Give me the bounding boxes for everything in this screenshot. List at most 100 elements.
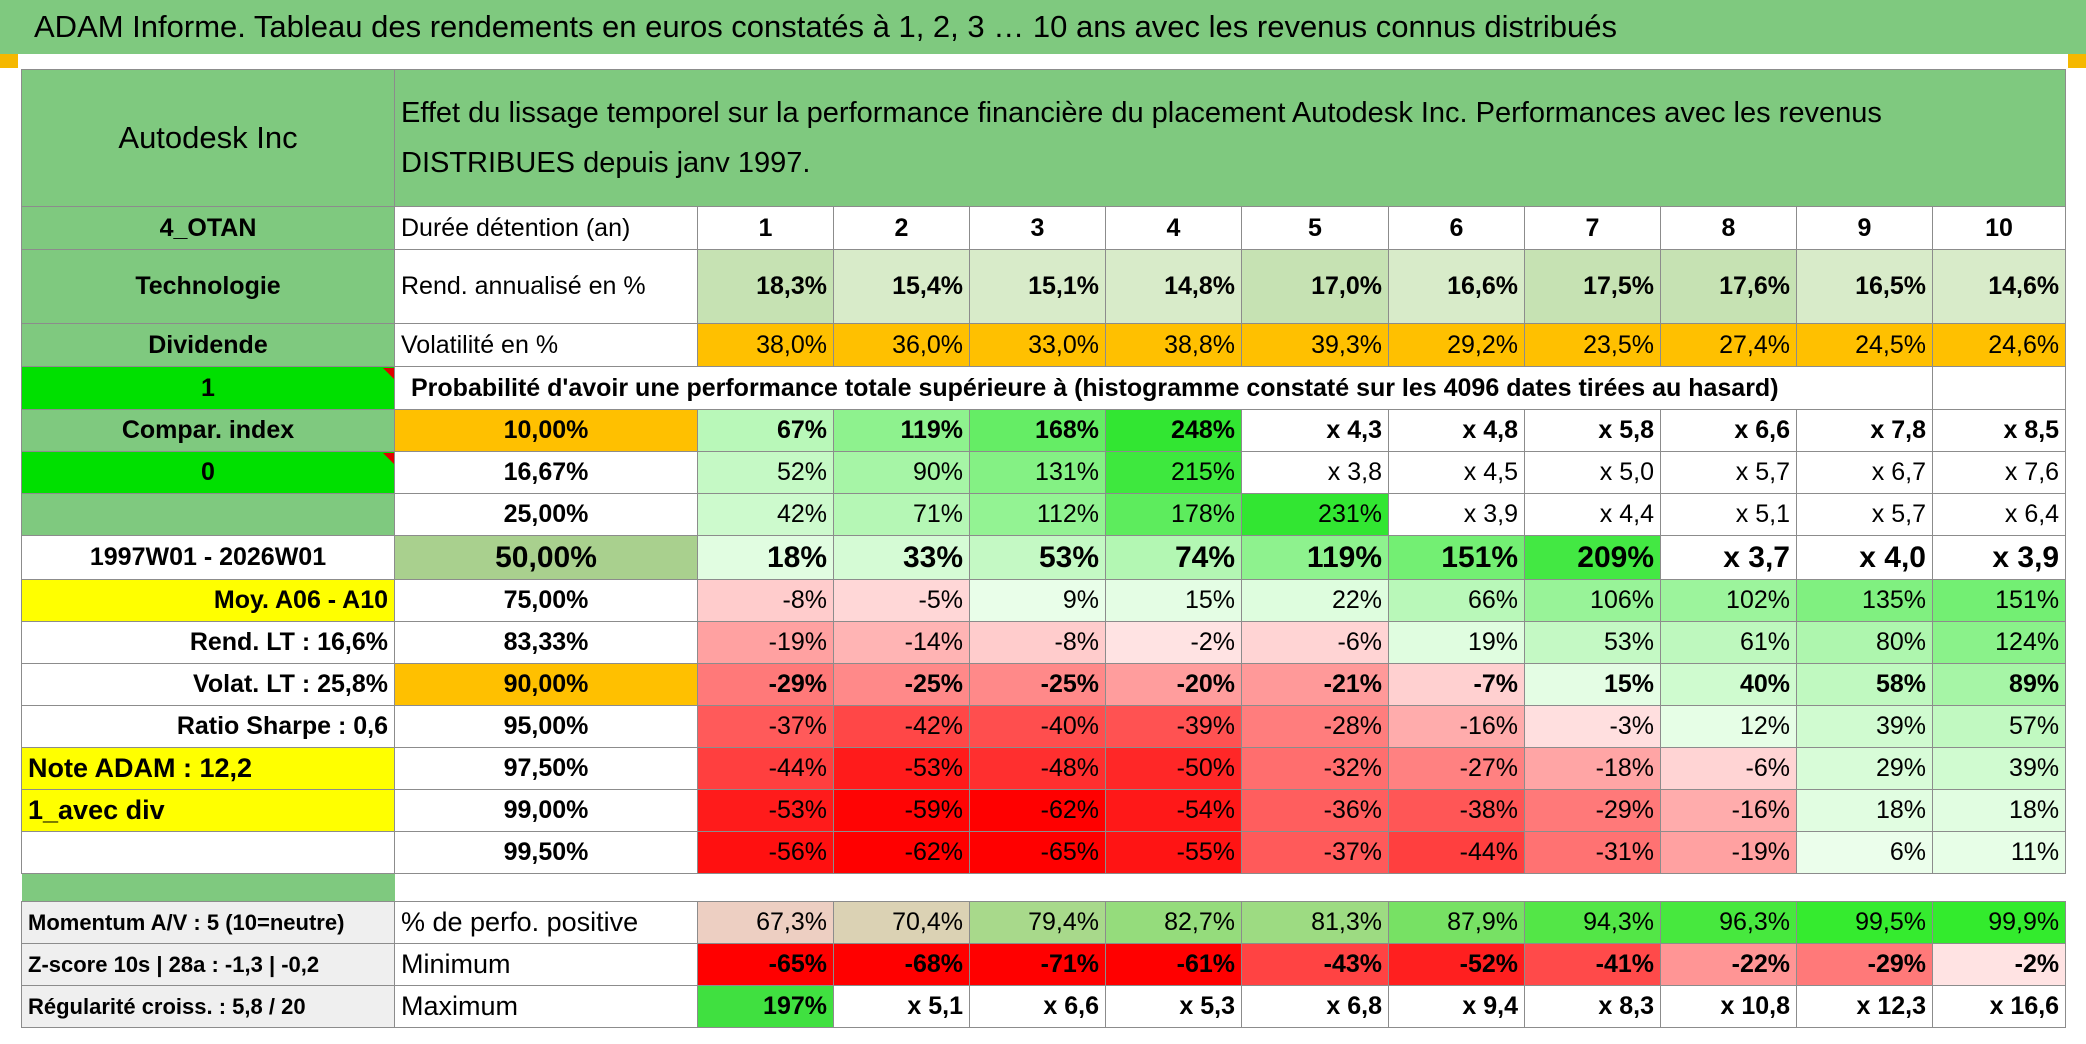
- maximum-cell: x 6,8: [1241, 985, 1389, 1028]
- quantile-cell: 80%: [1796, 621, 1933, 664]
- quantile-cell: -53%: [697, 789, 834, 832]
- maximum-cell: x 5,3: [1105, 985, 1242, 1028]
- quantile-cell: 11%: [1931, 831, 2067, 874]
- quantile-cell: 151%: [1931, 579, 2067, 622]
- positive-cell: 99,5%: [1796, 901, 1933, 944]
- quantile-cell: -65%: [969, 831, 1106, 874]
- quantile-cell: -32%: [1241, 747, 1389, 790]
- moy-label: Moy. A06 - A10: [21, 579, 395, 622]
- year-header: 4: [1105, 206, 1242, 250]
- year-header: 5: [1241, 206, 1389, 250]
- quantile-label: 75,00%: [394, 579, 698, 622]
- rend-cell: 17,5%: [1524, 249, 1661, 324]
- quantile-cell: 168%: [969, 409, 1106, 452]
- dividend-value[interactable]: 1: [21, 366, 395, 410]
- minimum-cell: -68%: [833, 943, 970, 986]
- quantile-cell: x 3,8: [1241, 451, 1389, 494]
- quantile-cell: 89%: [1931, 663, 2067, 706]
- vol-cell: 36,0%: [833, 323, 970, 367]
- minimum-cell: -71%: [969, 943, 1106, 986]
- dividend-label: Dividende: [21, 323, 395, 367]
- quantile-cell: 39%: [1796, 705, 1933, 748]
- sharpe-label: Ratio Sharpe : 0,6: [21, 705, 395, 748]
- table-description: Effet du lissage temporel sur la perform…: [393, 69, 2067, 207]
- quantile-cell: -37%: [697, 705, 834, 748]
- maximum-cell: x 16,6: [1931, 985, 2067, 1028]
- quantile-cell: -59%: [833, 789, 970, 832]
- maximum-cell: x 9,4: [1388, 985, 1525, 1028]
- positive-cell: 70,4%: [833, 901, 970, 944]
- quantile-cell: -42%: [833, 705, 970, 748]
- quantile-cell: 22%: [1241, 579, 1389, 622]
- quantile-cell: -18%: [1524, 747, 1661, 790]
- quantile-cell: 90%: [833, 451, 970, 494]
- momentum-label: Momentum A/V : 5 (10=neutre): [21, 901, 395, 944]
- quantile-cell: -19%: [697, 621, 834, 664]
- vol-cell: 33,0%: [969, 323, 1106, 367]
- proba-label: Probabilité d'avoir une performance tota…: [394, 366, 1933, 410]
- quantile-cell: 67%: [697, 409, 834, 452]
- quantile-cell: 42%: [697, 493, 834, 536]
- compar-value[interactable]: 0: [21, 451, 395, 494]
- maximum-cell: x 8,3: [1524, 985, 1661, 1028]
- positive-cell: 82,7%: [1105, 901, 1242, 944]
- quantile-cell: -14%: [833, 621, 970, 664]
- quantile-cell: 40%: [1660, 663, 1797, 706]
- quantile-cell: 71%: [833, 493, 970, 536]
- year-header: 3: [969, 206, 1106, 250]
- quantile-label: 16,67%: [394, 451, 698, 494]
- note-adam-label: Note ADAM : 12,2: [21, 747, 395, 790]
- positive-cell: 96,3%: [1660, 901, 1797, 944]
- comment-indicator-icon: [382, 452, 394, 464]
- rend-cell: 15,1%: [969, 249, 1106, 324]
- regularite-label: Régularité croiss. : 5,8 / 20: [21, 985, 395, 1028]
- corner-marker: [0, 54, 18, 68]
- comment-indicator-icon: [382, 367, 394, 379]
- year-header: 1: [697, 206, 834, 250]
- compar-label: Compar. index: [21, 409, 395, 452]
- positive-label: % de perfo. positive: [394, 901, 698, 944]
- vol-cell: 38,8%: [1105, 323, 1242, 367]
- minimum-cell: -29%: [1796, 943, 1933, 986]
- quantile-label: 10,00%: [394, 409, 698, 452]
- quantile-cell: -40%: [969, 705, 1106, 748]
- quantile-cell: 66%: [1388, 579, 1525, 622]
- quantile-cell: -7%: [1388, 663, 1525, 706]
- duree-label: Durée détention (an): [394, 206, 698, 250]
- quantile-cell: 74%: [1105, 535, 1242, 580]
- quantile-cell: -19%: [1660, 831, 1797, 874]
- quantile-cell: 18%: [697, 535, 834, 580]
- quantile-cell: x 6,6: [1660, 409, 1797, 452]
- quantile-cell: 57%: [1931, 705, 2067, 748]
- quantile-cell: -44%: [1388, 831, 1525, 874]
- quantile-cell: x 5,1: [1660, 493, 1797, 536]
- quantile-cell: x 3,9: [1388, 493, 1525, 536]
- quantile-cell: -56%: [697, 831, 834, 874]
- quantile-cell: 15%: [1524, 663, 1661, 706]
- quantile-cell: -62%: [833, 831, 970, 874]
- corner-marker: [2068, 54, 2086, 68]
- quantile-cell: 102%: [1660, 579, 1797, 622]
- quantile-cell: 39%: [1931, 747, 2067, 790]
- separator-cell: [21, 873, 395, 902]
- maximum-cell: x 6,6: [969, 985, 1106, 1028]
- quantile-cell: -6%: [1241, 621, 1389, 664]
- maximum-cell: x 12,3: [1796, 985, 1933, 1028]
- quantile-cell: x 4,5: [1388, 451, 1525, 494]
- rend-cell: 16,6%: [1388, 249, 1525, 324]
- quantile-cell: -50%: [1105, 747, 1242, 790]
- quantile-cell: 119%: [833, 409, 970, 452]
- quantile-cell: -16%: [1388, 705, 1525, 748]
- quantile-cell: x 5,8: [1524, 409, 1661, 452]
- quantile-cell: -8%: [969, 621, 1106, 664]
- performance-table: Autodesk Inc Effet du lissage temporel s…: [21, 69, 2067, 1028]
- minimum-cell: -41%: [1524, 943, 1661, 986]
- quantile-cell: -5%: [833, 579, 970, 622]
- quantile-cell: -28%: [1241, 705, 1389, 748]
- maximum-cell: x 5,1: [833, 985, 970, 1028]
- zscore-label: Z-score 10s | 28a : -1,3 | -0,2: [21, 943, 395, 986]
- quantile-cell: -37%: [1241, 831, 1389, 874]
- quantile-cell: -53%: [833, 747, 970, 790]
- asset-sector: Technologie: [21, 249, 395, 324]
- rend-lt-label: Rend. LT : 16,6%: [21, 621, 395, 664]
